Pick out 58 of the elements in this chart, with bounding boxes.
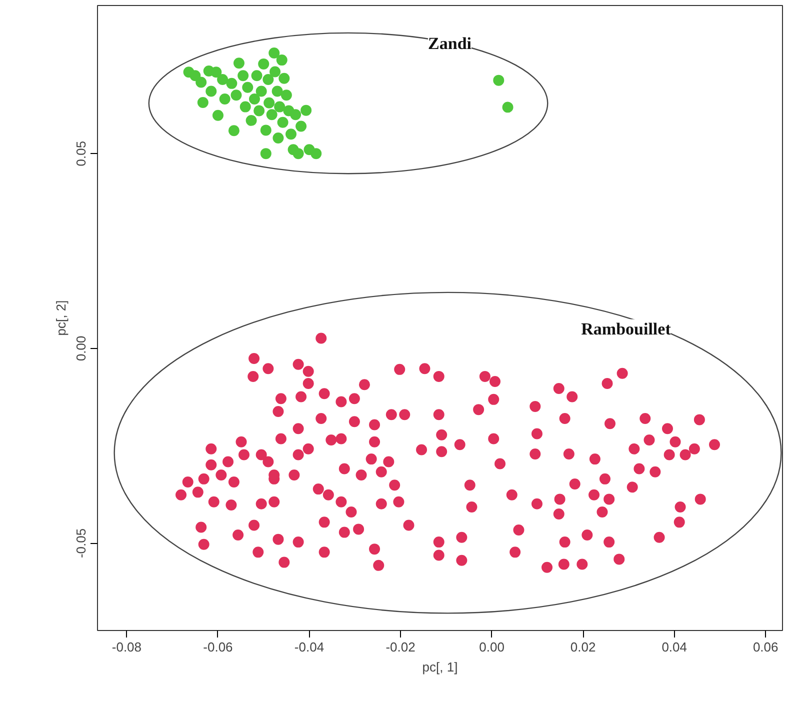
- point: [238, 70, 249, 82]
- point: [219, 94, 230, 105]
- x-tick-label: -0.06: [203, 640, 233, 654]
- point: [230, 90, 242, 101]
- point: [206, 86, 217, 97]
- point: [210, 66, 222, 78]
- point: [274, 101, 286, 112]
- point: [268, 48, 280, 59]
- point: [310, 148, 322, 160]
- x-tick-label: -0.04: [294, 640, 324, 654]
- point: [242, 82, 254, 93]
- point: [290, 109, 302, 120]
- point: [278, 72, 290, 84]
- series-label: Zandi: [428, 34, 472, 54]
- point: [262, 74, 274, 86]
- point: [264, 97, 275, 108]
- point: [228, 125, 240, 136]
- point: [276, 54, 288, 66]
- y-tick-label: 0.05: [74, 140, 88, 166]
- y-tick-label: -0.05: [74, 528, 88, 558]
- point: [502, 102, 514, 113]
- point: [256, 86, 267, 97]
- point: [217, 74, 228, 86]
- point: [260, 148, 272, 160]
- point: [254, 105, 265, 116]
- x-tick-label: 0.06: [752, 640, 778, 654]
- point: [226, 78, 238, 89]
- y-tick-label: 0.00: [74, 336, 88, 362]
- point: [212, 110, 224, 121]
- point: [190, 70, 201, 82]
- point: [248, 94, 260, 105]
- point: [246, 114, 257, 126]
- point: [233, 58, 244, 69]
- point: [277, 116, 288, 128]
- point: [280, 90, 292, 101]
- x-tick-label: 0.00: [479, 640, 504, 654]
- point: [272, 132, 284, 144]
- point: [300, 104, 312, 116]
- point: [258, 58, 270, 70]
- point: [260, 124, 272, 136]
- point: [286, 128, 296, 140]
- text: Rambouillet: [581, 319, 672, 338]
- point: [493, 74, 504, 86]
- x-axis-title: pc[, 1]: [422, 660, 458, 674]
- point: [270, 66, 281, 78]
- point: [197, 97, 208, 108]
- point: [251, 70, 262, 82]
- point: [296, 120, 307, 132]
- x-tick-label: -0.08: [112, 640, 142, 654]
- point: [292, 148, 304, 160]
- x-tick-label: 0.02: [570, 640, 596, 654]
- point: [196, 76, 207, 88]
- y-axis-title: pc[, 2]: [54, 300, 68, 336]
- x-tick-label: -0.02: [386, 640, 416, 654]
- point: [266, 109, 278, 120]
- point: [240, 101, 251, 112]
- x-tick-label: 0.04: [662, 640, 688, 654]
- point: [272, 86, 283, 97]
